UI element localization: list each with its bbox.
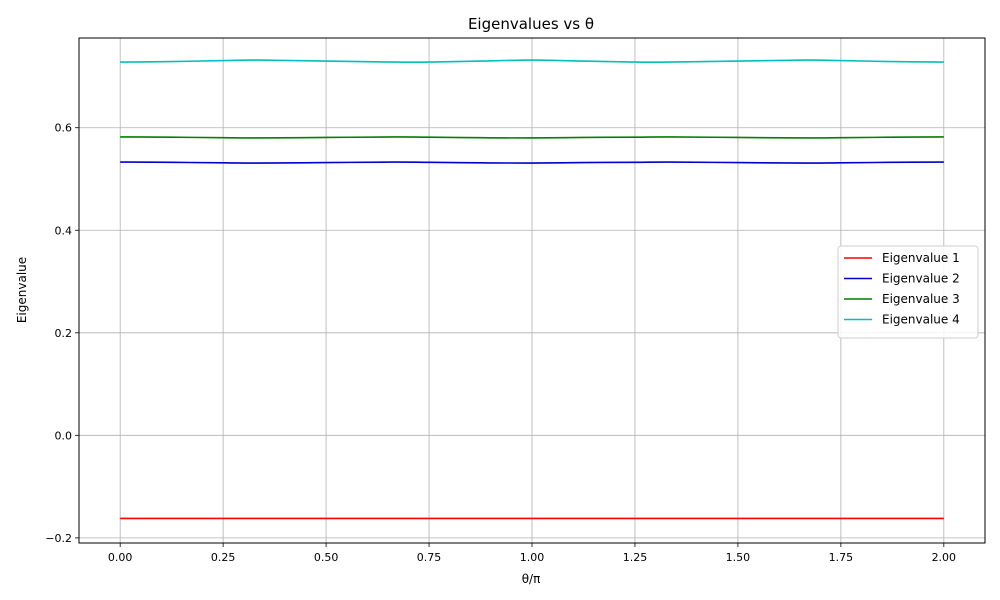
y-tick-label: 0.6 (55, 122, 73, 135)
legend-label: Eigenvalue 4 (882, 313, 960, 327)
x-tick-label: 0.25 (211, 551, 236, 564)
y-tick-label: 0.2 (55, 327, 73, 340)
series-line-2 (120, 161, 944, 164)
chart-title: Eigenvalues vs θ (468, 15, 594, 33)
x-tick-label: 0.50 (314, 551, 339, 564)
y-tick-label: 0.4 (55, 224, 73, 237)
series-lines (120, 59, 944, 520)
legend: Eigenvalue 1 Eigenvalue 2 Eigenvalue 3 Eige… (837, 245, 979, 339)
x-tick-label: 0.00 (108, 551, 133, 564)
y-tick-label: −0.2 (45, 532, 72, 545)
series-line-4 (120, 59, 944, 64)
legend-label: Eigenvalue 2 (882, 272, 960, 286)
y-axis-label: Eigenvalue (15, 257, 29, 323)
legend-box (837, 245, 979, 339)
x-tick-label: 2.00 (932, 551, 957, 564)
x-tick-label: 1.25 (623, 551, 648, 564)
legend-label: Eigenvalue 3 (882, 292, 960, 306)
y-tick-label: 0.0 (55, 429, 73, 442)
series-line-3 (120, 136, 944, 139)
x-axis-label: θ/π (522, 572, 541, 586)
axis-ticks: 0.00 0.25 0.50 0.75 1.00 1.25 1.50 1.75 2.00 −0.2… (45, 122, 956, 564)
x-tick-label: 1.00 (520, 551, 545, 564)
legend-label: Eigenvalue 1 (882, 251, 960, 265)
x-tick-label: 1.50 (726, 551, 751, 564)
x-tick-label: 1.75 (829, 551, 854, 564)
x-tick-label: 0.75 (417, 551, 442, 564)
grid (79, 38, 985, 543)
